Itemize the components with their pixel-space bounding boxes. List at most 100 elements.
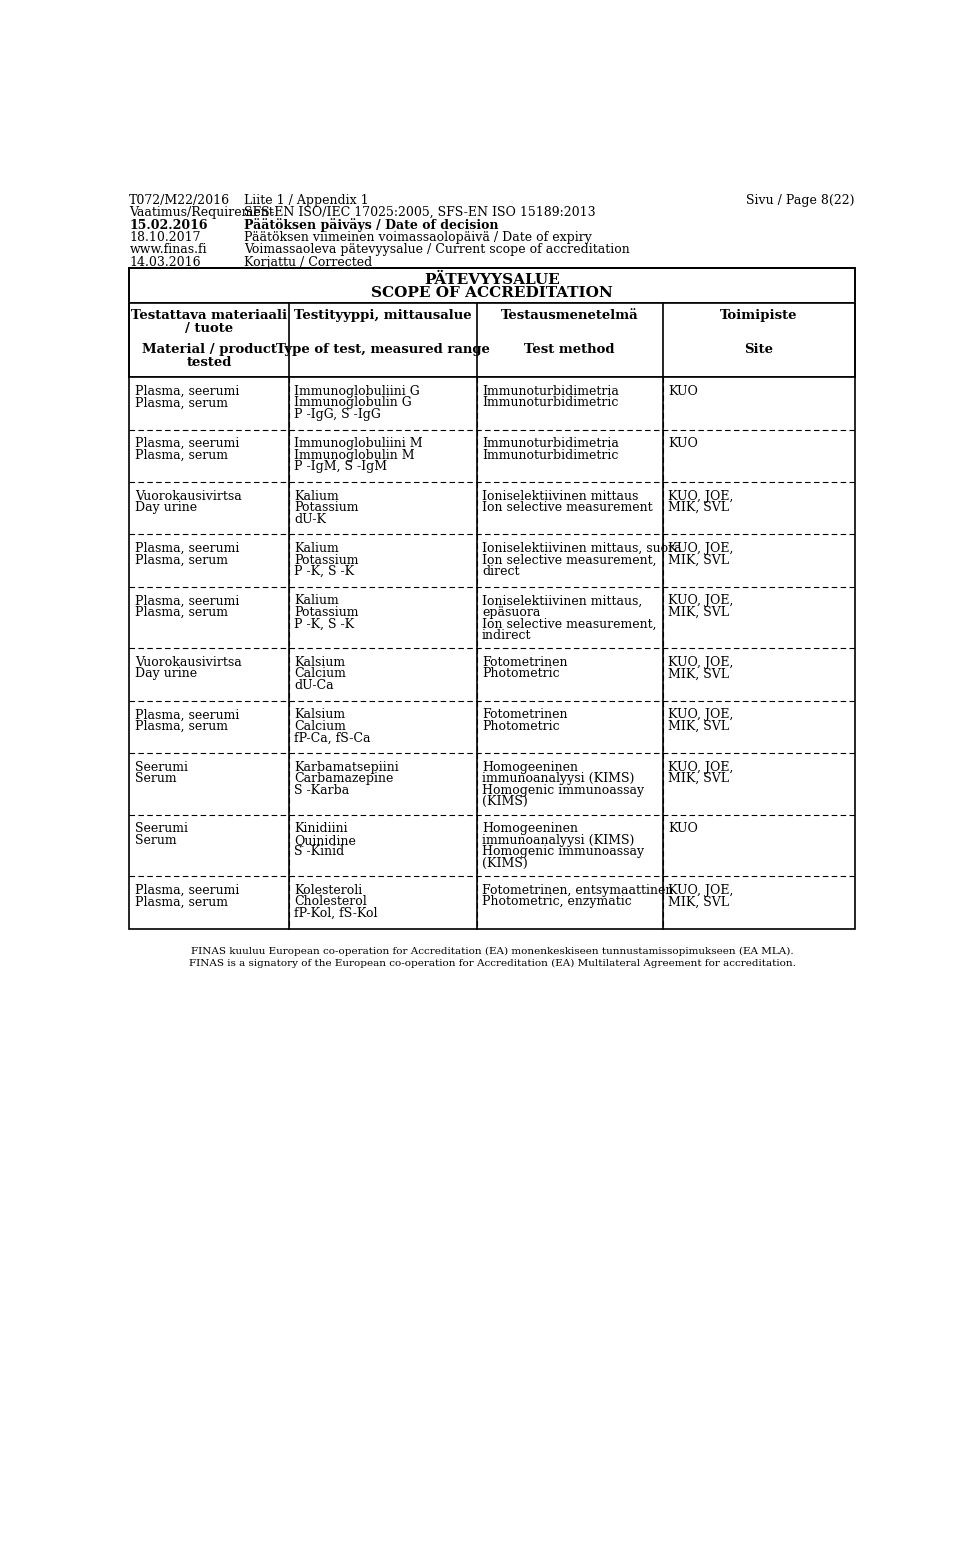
- Text: S -Kinid: S -Kinid: [295, 846, 345, 858]
- Text: Immunoglobulin G: Immunoglobulin G: [295, 396, 412, 410]
- Bar: [130, 303, 854, 377]
- Text: Testattava materiaali: Testattava materiaali: [132, 309, 287, 323]
- Text: Testausmenetelmä: Testausmenetelmä: [501, 309, 638, 323]
- Text: P -K, S -K: P -K, S -K: [295, 565, 354, 577]
- Text: Liite 1 / Appendix 1: Liite 1 / Appendix 1: [244, 194, 369, 206]
- Text: Kalium: Kalium: [295, 489, 339, 503]
- Text: Homogenic immunoassay: Homogenic immunoassay: [482, 784, 644, 796]
- Bar: [130, 815, 854, 877]
- Text: P -K, S -K: P -K, S -K: [295, 618, 354, 630]
- Text: Kalsium: Kalsium: [295, 656, 346, 669]
- Text: fP-Ca, fS-Ca: fP-Ca, fS-Ca: [295, 731, 371, 745]
- Text: epäsuora: epäsuora: [482, 605, 540, 619]
- Text: Plasma, seerumi: Plasma, seerumi: [134, 594, 239, 607]
- Text: immunoanalyysi (KIMS): immunoanalyysi (KIMS): [482, 833, 635, 847]
- Text: 18.10.2017: 18.10.2017: [130, 231, 201, 244]
- Text: MIK, SVL: MIK, SVL: [668, 501, 729, 514]
- Bar: [130, 700, 854, 753]
- Bar: [130, 483, 854, 534]
- Text: immunoanalyysi (KIMS): immunoanalyysi (KIMS): [482, 773, 635, 785]
- Text: KUO, JOE,: KUO, JOE,: [668, 708, 733, 722]
- Text: Plasma, seerumi: Plasma, seerumi: [134, 883, 239, 897]
- Text: Calcium: Calcium: [295, 720, 347, 733]
- Text: MIK, SVL: MIK, SVL: [668, 605, 729, 619]
- Bar: [130, 377, 854, 430]
- Text: MIK, SVL: MIK, SVL: [668, 554, 729, 566]
- Text: Testityyppi, mittausalue: Testityyppi, mittausalue: [294, 309, 471, 323]
- Text: indirect: indirect: [482, 629, 532, 643]
- Text: Plasma, serum: Plasma, serum: [134, 449, 228, 462]
- Text: SFS-EN ISO/IEC 17025:2005, SFS-EN ISO 15189:2013: SFS-EN ISO/IEC 17025:2005, SFS-EN ISO 15…: [244, 206, 595, 219]
- Text: Immunoturbidimetric: Immunoturbidimetric: [482, 449, 618, 462]
- Text: Fotometrinen, entsymaattinen: Fotometrinen, entsymaattinen: [482, 883, 673, 897]
- Text: T072/M22/2016: T072/M22/2016: [130, 194, 230, 206]
- Text: Potassium: Potassium: [295, 554, 359, 566]
- Text: KUO, JOE,: KUO, JOE,: [668, 760, 733, 773]
- Text: SCOPE OF ACCREDITATION: SCOPE OF ACCREDITATION: [372, 286, 612, 301]
- Text: Immunoturbidimetria: Immunoturbidimetria: [482, 385, 619, 397]
- Text: Vuorokausivirtsa: Vuorokausivirtsa: [134, 656, 242, 669]
- Text: Immunoglobuliini G: Immunoglobuliini G: [295, 385, 420, 397]
- Text: Ion selective measurement: Ion selective measurement: [482, 501, 653, 514]
- Text: Plasma, seerumi: Plasma, seerumi: [134, 385, 239, 397]
- Text: Immunoglobulin M: Immunoglobulin M: [295, 449, 415, 462]
- Bar: [130, 587, 854, 649]
- Text: P -IgG, S -IgG: P -IgG, S -IgG: [295, 408, 381, 421]
- Text: Plasma, serum: Plasma, serum: [134, 605, 228, 619]
- Text: Kinidiini: Kinidiini: [295, 823, 348, 835]
- Text: Päätöksen viimeinen voimassaolopäivä / Date of expiry: Päätöksen viimeinen voimassaolopäivä / D…: [244, 231, 592, 244]
- Text: Ioniselektiivinen mittaus,: Ioniselektiivinen mittaus,: [482, 594, 642, 607]
- Text: Ion selective measurement,: Ion selective measurement,: [482, 554, 657, 566]
- Text: KUO: KUO: [668, 823, 698, 835]
- Text: Serum: Serum: [134, 833, 177, 847]
- Text: dU-K: dU-K: [295, 512, 326, 526]
- Text: FINAS is a signatory of the European co-operation for Accreditation (EA) Multila: FINAS is a signatory of the European co-…: [188, 959, 796, 968]
- Text: Carbamazepine: Carbamazepine: [295, 773, 394, 785]
- Text: Immunoglobuliini M: Immunoglobuliini M: [295, 438, 423, 450]
- Text: P -IgM, S -IgM: P -IgM, S -IgM: [295, 461, 388, 473]
- Text: MIK, SVL: MIK, SVL: [668, 720, 729, 733]
- Text: Homogenic immunoassay: Homogenic immunoassay: [482, 846, 644, 858]
- Text: 15.02.2016: 15.02.2016: [130, 219, 207, 231]
- Text: Ioniselektiivinen mittaus, suora: Ioniselektiivinen mittaus, suora: [482, 542, 682, 556]
- Text: (KIMS): (KIMS): [482, 857, 528, 871]
- Text: Sivu / Page 8(22): Sivu / Page 8(22): [746, 194, 854, 206]
- Text: Quinidine: Quinidine: [295, 833, 356, 847]
- Text: Vaatimus/Requirement: Vaatimus/Requirement: [130, 206, 274, 219]
- Text: Day urine: Day urine: [134, 667, 197, 680]
- Text: tested: tested: [186, 355, 231, 369]
- Text: Homogeeninen: Homogeeninen: [482, 760, 578, 773]
- Text: Ion selective measurement,: Ion selective measurement,: [482, 618, 657, 630]
- Text: 14.03.2016: 14.03.2016: [130, 256, 201, 268]
- Text: Seerumi: Seerumi: [134, 823, 188, 835]
- Text: Site: Site: [744, 343, 773, 357]
- Text: Fotometrinen: Fotometrinen: [482, 656, 567, 669]
- Text: Plasma, serum: Plasma, serum: [134, 896, 228, 908]
- Text: dU-Ca: dU-Ca: [295, 680, 334, 692]
- Text: Seerumi: Seerumi: [134, 760, 188, 773]
- Text: www.finas.fi: www.finas.fi: [130, 244, 207, 256]
- Bar: [130, 430, 854, 483]
- Text: Day urine: Day urine: [134, 501, 197, 514]
- Text: KUO: KUO: [668, 385, 698, 397]
- Text: Toimipiste: Toimipiste: [720, 309, 798, 323]
- Text: / tuote: / tuote: [185, 321, 233, 335]
- Text: Photometric: Photometric: [482, 667, 560, 680]
- Text: KUO: KUO: [668, 438, 698, 450]
- Text: KUO, JOE,: KUO, JOE,: [668, 542, 733, 556]
- Bar: [130, 534, 854, 587]
- Text: FINAS kuuluu European co-operation for Accreditation (EA) monenkeskiseen tunnust: FINAS kuuluu European co-operation for A…: [191, 947, 793, 956]
- Text: KUO, JOE,: KUO, JOE,: [668, 656, 733, 669]
- Text: Calcium: Calcium: [295, 667, 347, 680]
- Text: direct: direct: [482, 565, 519, 577]
- Text: Material / product: Material / product: [142, 343, 276, 357]
- Text: KUO, JOE,: KUO, JOE,: [668, 489, 733, 503]
- Text: Potassium: Potassium: [295, 501, 359, 514]
- Text: Immunoturbidimetric: Immunoturbidimetric: [482, 396, 618, 410]
- Text: Karbamatsepiini: Karbamatsepiini: [295, 760, 399, 773]
- Bar: [130, 268, 854, 303]
- Text: Ioniselektiivinen mittaus: Ioniselektiivinen mittaus: [482, 489, 638, 503]
- Text: Potassium: Potassium: [295, 605, 359, 619]
- Text: Kalium: Kalium: [295, 594, 339, 607]
- Text: fP-Kol, fS-Kol: fP-Kol, fS-Kol: [295, 906, 378, 920]
